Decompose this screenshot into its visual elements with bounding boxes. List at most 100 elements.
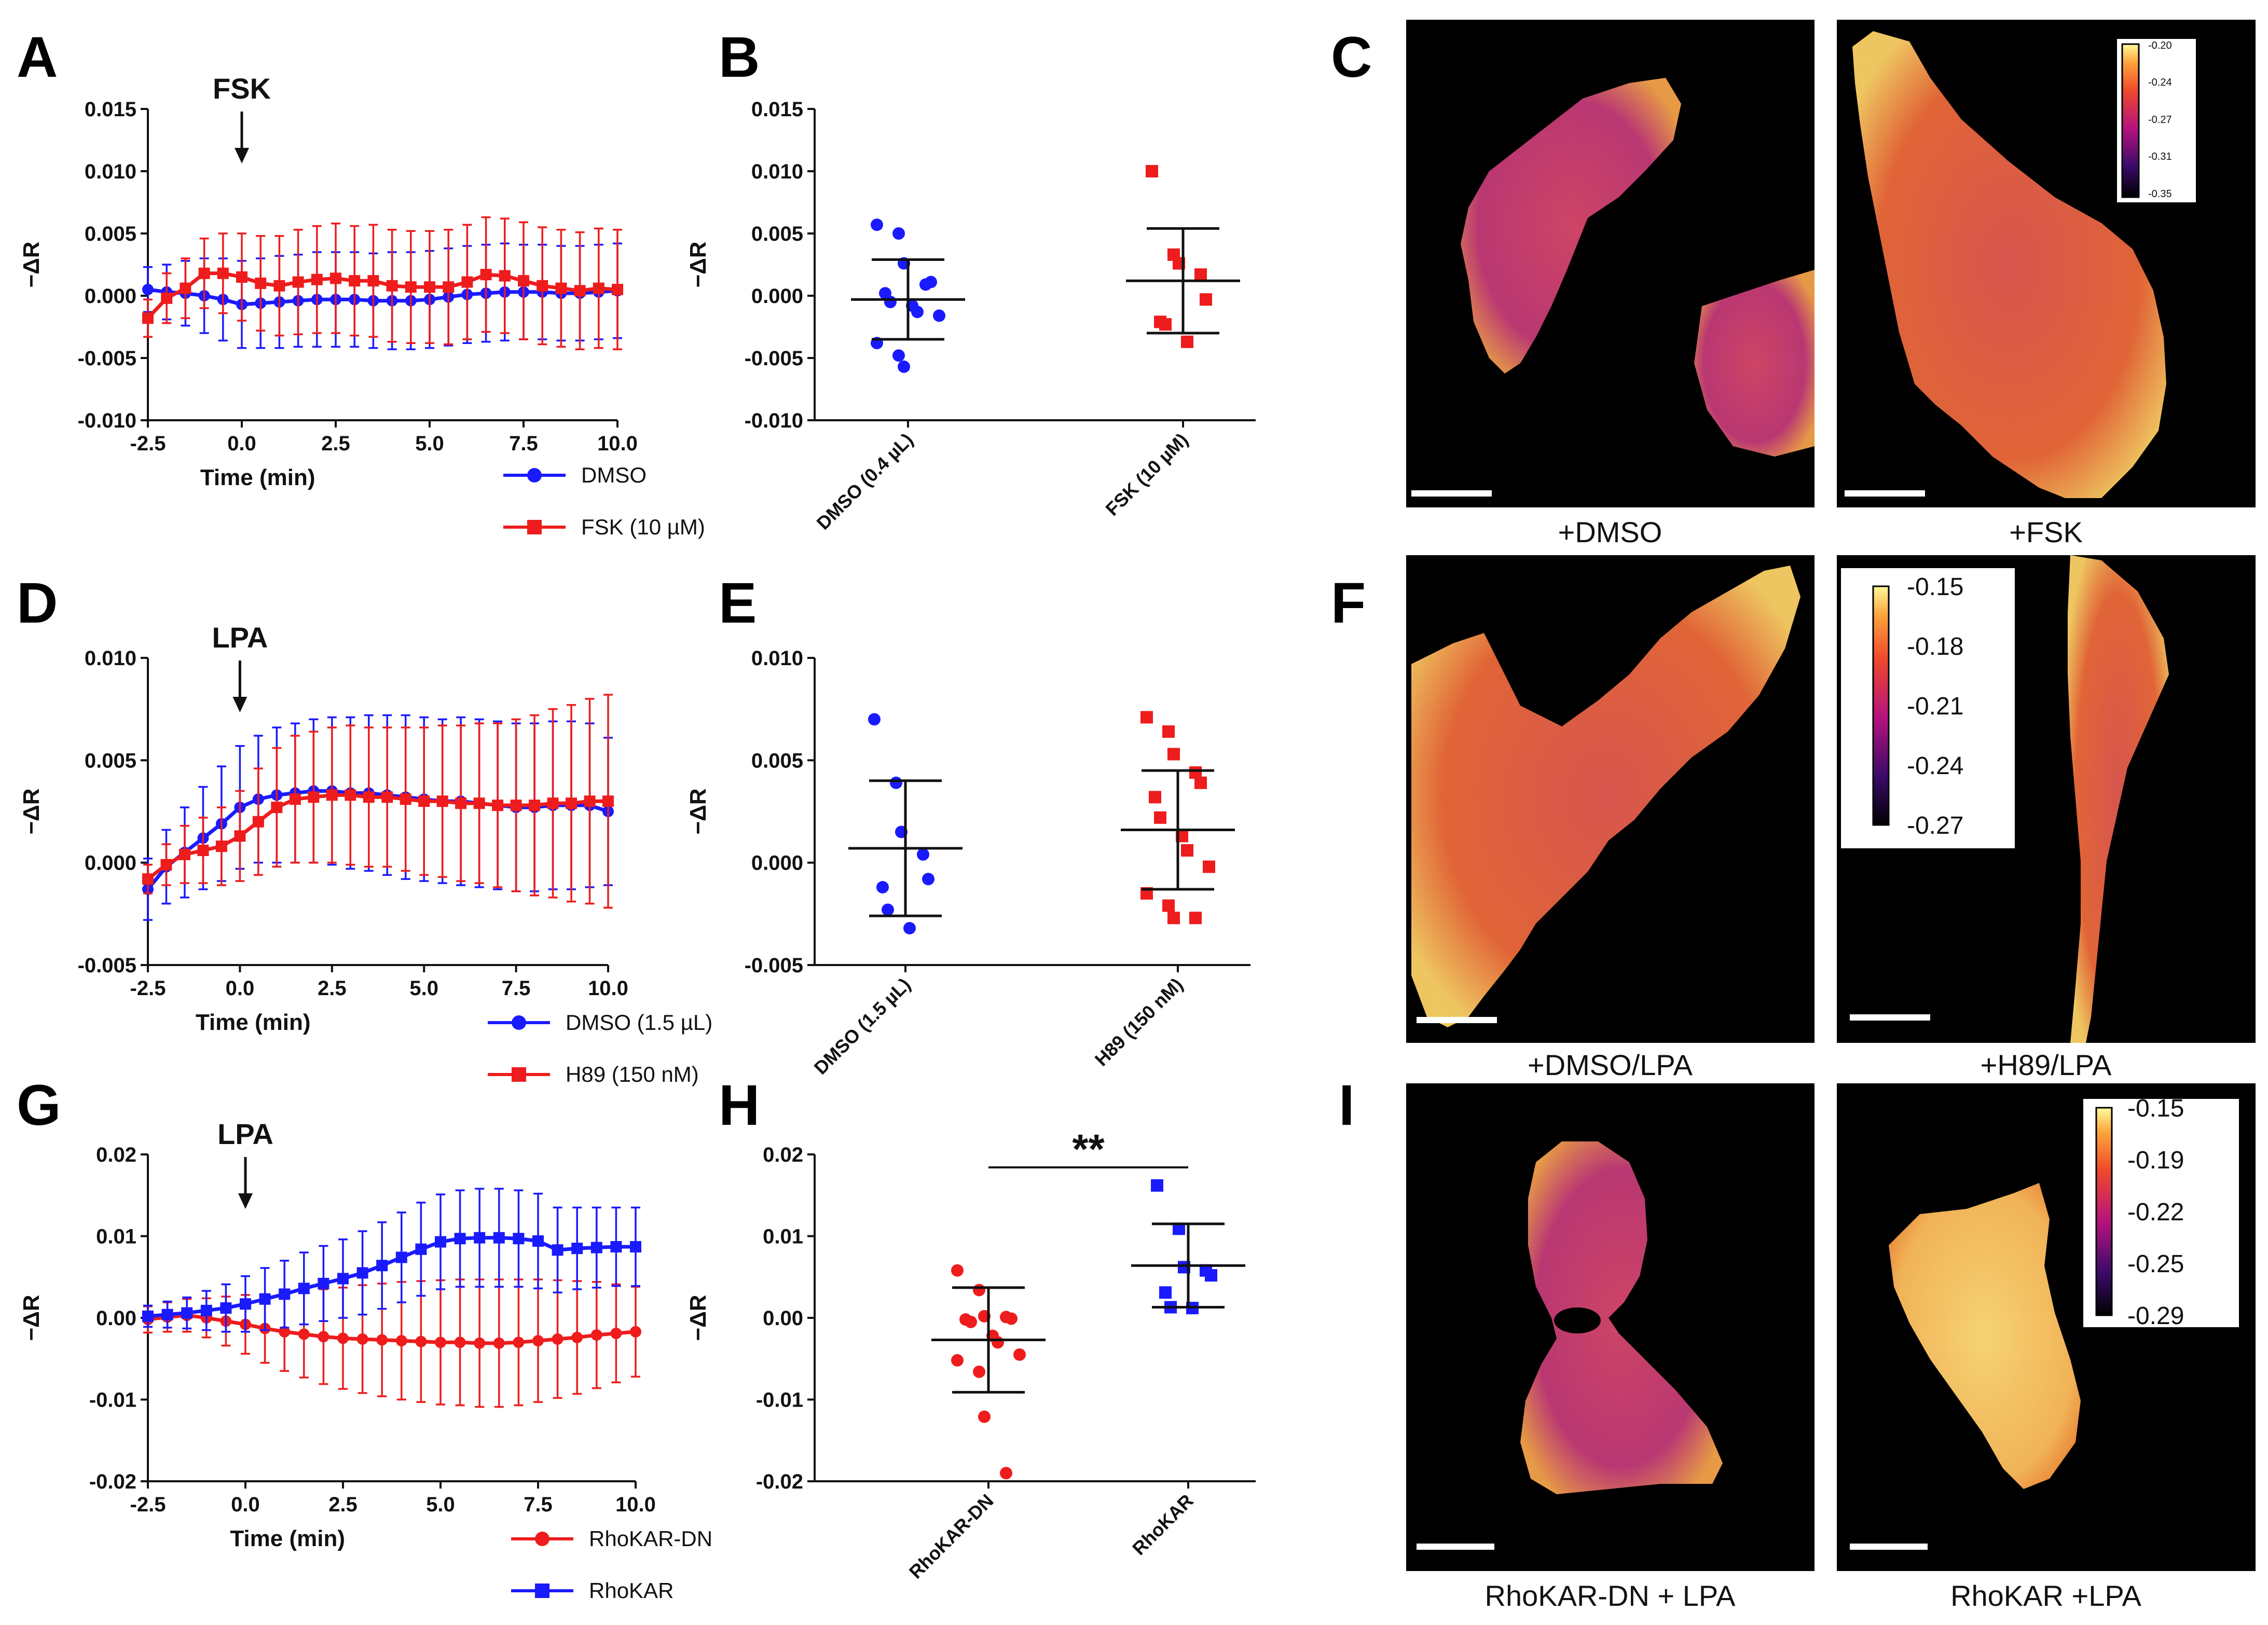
data-point (454, 1233, 466, 1245)
category-label: FSK (10 µM) (1101, 429, 1192, 520)
annotation-arrowhead (238, 1193, 253, 1209)
scale-bar (1411, 490, 1492, 497)
data-point (1194, 268, 1207, 281)
series-rhokar (142, 1188, 641, 1333)
colorbar-c-labels: -0.20 -0.24 -0.27 -0.31 -0.35 (2148, 40, 2172, 200)
legend-label: RhoKAR-DN (589, 1526, 712, 1551)
data-point (330, 272, 341, 284)
y-tick-label: -0.01 (756, 1389, 803, 1412)
data-point (345, 789, 356, 801)
data-point (566, 797, 578, 809)
colorbar-f-labels: -0.15 -0.18 -0.21 -0.24 -0.27 (1907, 573, 1963, 839)
x-tick-label: 10.0 (615, 1493, 656, 1516)
cell-image (1461, 78, 1681, 374)
data-point (547, 797, 559, 809)
data-point (178, 848, 190, 860)
data-point (532, 1235, 544, 1247)
colorbar-tick-label: -0.20 (2148, 40, 2172, 51)
data-point (922, 873, 934, 886)
series-line (146, 271, 618, 320)
scale-bar (1850, 1014, 1930, 1021)
data-point (142, 284, 154, 295)
y-tick-label: 0.005 (751, 223, 803, 245)
x-tick-label: 2.5 (318, 977, 347, 1000)
data-point (363, 791, 375, 803)
y-tick-label: -0.005 (745, 954, 803, 977)
annotation-arrowhead (232, 697, 248, 712)
series-fsk-10-m- (142, 216, 623, 350)
data-point (602, 795, 614, 807)
colorbar-tick-label: -0.27 (1907, 812, 1963, 839)
data-point (381, 791, 393, 803)
data-point (160, 859, 172, 871)
image-panel-i: RhoKAR-DN + LPA RhoKAR +LPA (1406, 1083, 2256, 1612)
data-point (529, 800, 541, 811)
image-caption: RhoKAR +LPA (1950, 1579, 2141, 1612)
legend-marker (527, 520, 542, 534)
data-point (555, 282, 567, 294)
x-tick-label: 5.0 (426, 1493, 455, 1516)
x-axis-title: Time (min) (200, 465, 315, 490)
colorbar-tick-label: -0.25 (2127, 1250, 2184, 1278)
panel-letter-i: I (1339, 1073, 1355, 1137)
colorbar-tick-label: -0.35 (2148, 188, 2172, 200)
colorbar-tick-label: -0.24 (2148, 77, 2172, 88)
cell-image (1520, 1141, 1723, 1494)
data-point (892, 349, 905, 362)
data-point (882, 903, 894, 916)
y-tick-label: 0.010 (751, 160, 803, 183)
data-point (240, 1298, 251, 1310)
data-point (537, 280, 548, 292)
series-h89-150-nm- (142, 694, 614, 909)
data-point (424, 281, 435, 293)
data-point (884, 296, 897, 308)
data-point (593, 282, 604, 294)
colorbar-tick-label: -0.22 (2127, 1199, 2184, 1226)
data-point (454, 1337, 466, 1348)
y-tick-label: 0.01 (96, 1225, 136, 1248)
data-point (337, 1273, 349, 1285)
x-tick-label: 2.5 (321, 432, 350, 455)
y-tick-label: -0.02 (756, 1470, 803, 1493)
y-tick-label: 0.00 (763, 1307, 803, 1330)
data-point (1146, 165, 1158, 177)
data-point (493, 1337, 505, 1349)
y-tick-label: 0.010 (85, 647, 136, 670)
panel-letter-b: B (719, 25, 760, 89)
chart-h: -0.02 -0.01 0.00 0.01 0.02 −ΔR RhoKAR-DN RhoKAR… (685, 1126, 1256, 1583)
group-1 (1121, 711, 1235, 972)
data-point (234, 830, 246, 842)
data-point (574, 285, 586, 297)
image-caption: RhoKAR-DN + LPA (1485, 1579, 1736, 1612)
data-point (973, 1365, 985, 1378)
image-panel-f: +DMSO/LPA +H89/LPA (1406, 555, 2256, 1081)
data-point (356, 1333, 368, 1345)
scale-bar (1417, 1544, 1494, 1550)
data-point (1200, 293, 1212, 306)
data-point (978, 1410, 991, 1423)
annotation-label: FSK (213, 72, 271, 105)
image-caption: +H89/LPA (1981, 1049, 2112, 1081)
y-axis-title: −ΔR (19, 1295, 44, 1341)
data-point (142, 312, 154, 324)
colorbar-i-labels: -0.15 -0.19 -0.22 -0.25 -0.29 (2127, 1095, 2184, 1330)
y-tick-label: -0.005 (745, 347, 803, 370)
cell-image (1694, 270, 1815, 457)
y-tick-label: 0.010 (85, 160, 136, 183)
y-tick-label: 0.000 (751, 285, 803, 308)
data-point (337, 1332, 349, 1344)
legend-marker (527, 468, 542, 483)
data-point (443, 281, 455, 293)
y-axis-title: −ΔR (685, 788, 711, 834)
data-point (349, 275, 361, 287)
y-tick-label: 0.000 (85, 285, 136, 308)
data-point (584, 795, 596, 807)
data-point (279, 1326, 291, 1338)
panel-letter-d: D (17, 571, 58, 635)
category-label: DMSO (0.4 µL) (813, 429, 917, 534)
x-axis-title: Time (min) (196, 1010, 311, 1035)
data-point (197, 844, 209, 856)
data-point (1205, 1269, 1217, 1282)
image-caption: +DMSO/LPA (1528, 1049, 1693, 1081)
